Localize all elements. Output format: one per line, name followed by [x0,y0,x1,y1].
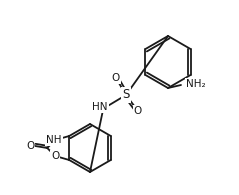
Text: O: O [51,151,59,161]
Text: O: O [26,141,34,151]
Text: HN: HN [92,102,108,112]
Text: S: S [122,89,130,102]
Text: O: O [112,73,120,83]
Text: O: O [134,106,142,116]
Text: NH: NH [46,135,62,145]
Text: NH₂: NH₂ [186,79,206,89]
